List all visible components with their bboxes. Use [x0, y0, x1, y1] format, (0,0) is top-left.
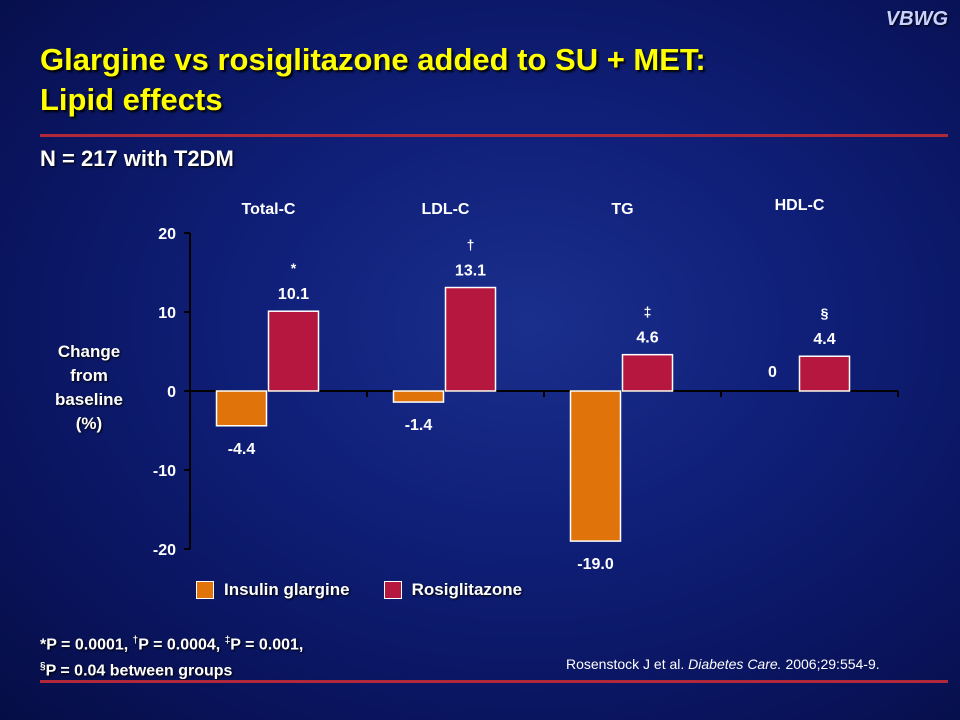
title-line-2: Lipid effects [40, 82, 223, 117]
bottom-divider [40, 680, 948, 683]
data-label-rosiglitazone-3: 4.4 [813, 331, 835, 348]
bar-rosiglitazone-0 [267, 310, 320, 392]
significance-mark-1: † [467, 237, 475, 253]
y-tick-label-4: -20 [153, 542, 176, 559]
bar-glargine-0 [215, 390, 268, 427]
data-label-glargine-0: -4.4 [228, 441, 256, 458]
data-label-rosiglitazone-1: 13.1 [455, 263, 486, 280]
significance-mark-0: * [291, 260, 297, 276]
title-line-1: Glargine vs rosiglitazone added to SU + … [40, 42, 706, 77]
data-label-glargine-2: -19.0 [577, 556, 614, 573]
data-label-rosiglitazone-0: 10.1 [278, 286, 309, 303]
legend-item-rosiglitazone: Rosiglitazone [383, 580, 523, 600]
bar-glargine-2 [569, 390, 622, 542]
top-divider [40, 134, 948, 137]
y-axis-label-line-4: (%) [75, 414, 103, 433]
y-tick-label-0: 20 [158, 226, 176, 243]
slide-title: Glargine vs rosiglitazone added to SU + … [40, 40, 920, 120]
category-label-0: Total-C [242, 201, 296, 218]
data-label-rosiglitazone-2: 4.6 [636, 330, 658, 347]
bar-rosiglitazone-1 [444, 286, 497, 392]
significance-mark-2: ‡ [644, 304, 652, 320]
y-axis-label: Change from baseline (%) [34, 340, 144, 436]
y-tick-label-1: 10 [158, 305, 176, 322]
y-tick-label-3: -10 [153, 463, 176, 480]
legend: Insulin glargine Rosiglitazone [196, 580, 556, 600]
category-label-3: HDL-C [775, 197, 825, 214]
category-label-2: TG [611, 201, 633, 218]
footnote: *P = 0.0001, †P = 0.0004, ‡P = 0.001, §P… [40, 630, 303, 683]
brand-logo: VBWG [885, 8, 948, 30]
bar-glargine-1 [392, 390, 445, 403]
y-axis-label-line-2: from [70, 366, 108, 385]
legend-swatch-rosiglitazone [383, 581, 402, 599]
bar-rosiglitazone-3 [798, 355, 851, 392]
y-axis-label-line-1: Change [57, 342, 121, 361]
y-axis-label-line-3: baseline [54, 390, 124, 409]
citation: Rosenstock J et al. Diabetes Care. 2006;… [566, 656, 880, 672]
significance-mark-3: § [821, 305, 829, 321]
subtitle: N = 217 with T2DM [40, 146, 234, 171]
legend-swatch-glargine [196, 581, 214, 599]
legend-label-glargine: Insulin glargine [224, 580, 350, 599]
bar-rosiglitazone-2 [621, 353, 674, 392]
legend-label-rosiglitazone: Rosiglitazone [411, 580, 523, 599]
category-label-1: LDL-C [422, 201, 470, 218]
legend-item-glargine: Insulin glargine [196, 580, 350, 600]
footnote-line-1: *P = 0.0001, †P = 0.0004, ‡P = 0.001, [40, 635, 304, 654]
y-tick-label-2: 0 [167, 384, 176, 401]
footnote-line-2: §P = 0.04 between groups [40, 661, 233, 680]
data-label-glargine-3: 0 [768, 364, 777, 381]
data-label-glargine-1: -1.4 [405, 417, 433, 434]
